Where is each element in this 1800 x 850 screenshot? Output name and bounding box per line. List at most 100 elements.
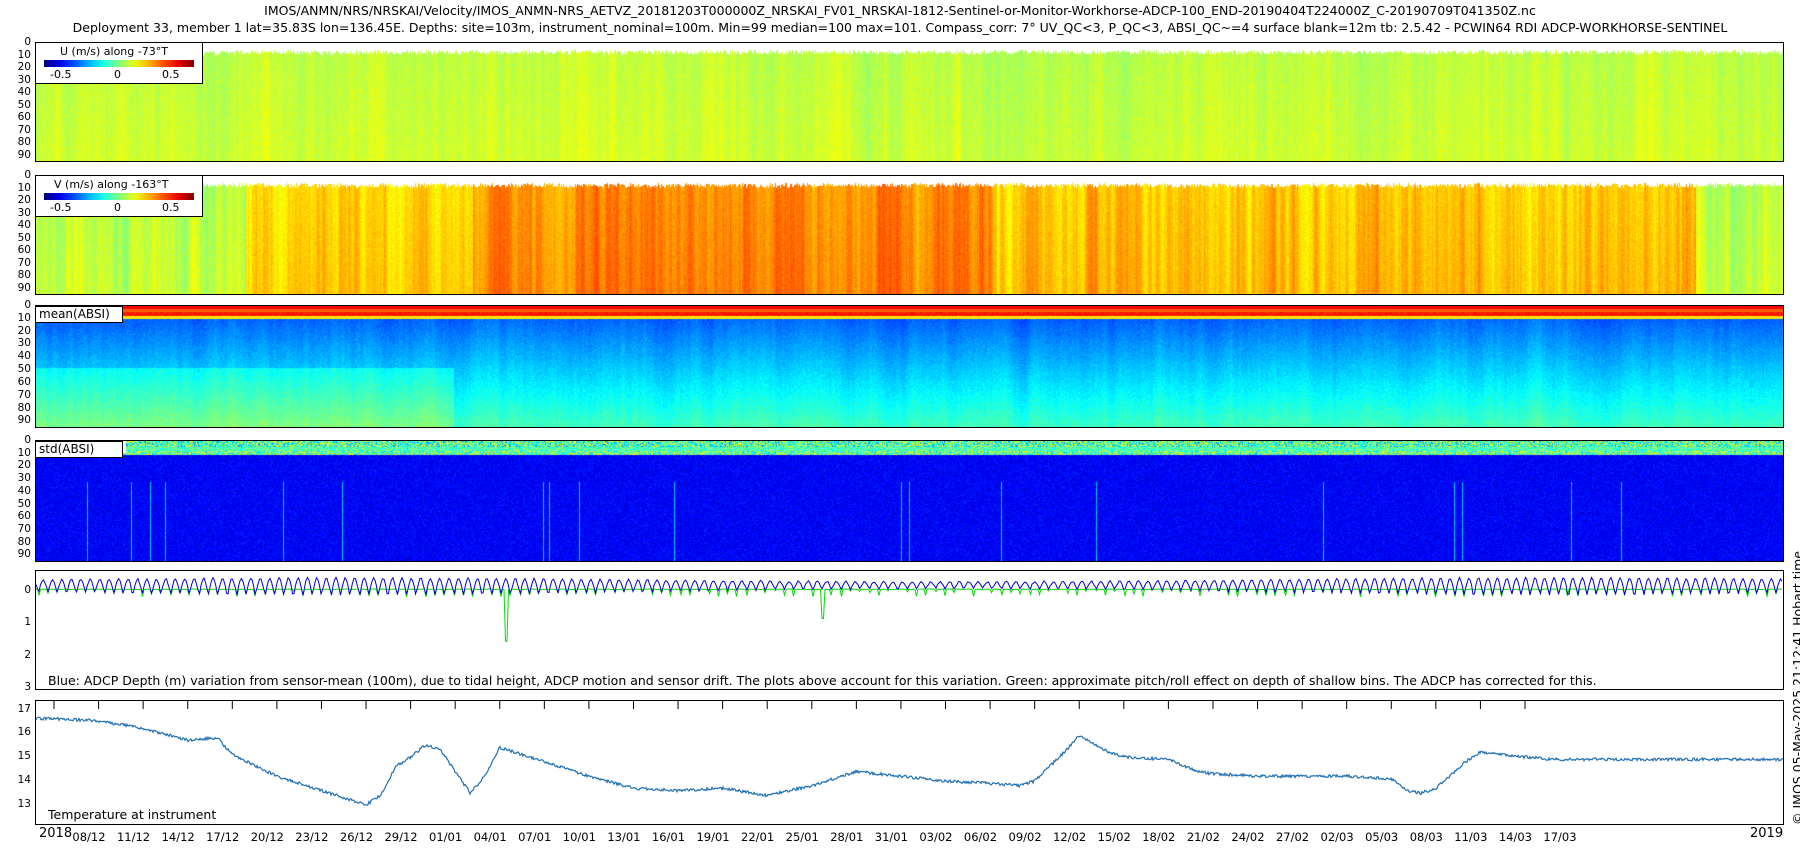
std-absi-heatmap: std(ABSI) — [35, 440, 1784, 562]
x-tick-label: 19/01 — [696, 830, 730, 844]
mean-absi-label-box: mean(ABSI) — [36, 306, 123, 323]
x-tick-label: 21/02 — [1186, 830, 1220, 844]
v-colorbar — [44, 193, 194, 200]
depth-tick-label: 30 — [17, 472, 31, 485]
depth-tick-label: 90 — [17, 548, 31, 561]
side-timestamp: © IMOS 05-May-2025 21:12:41 Hobart time — [1790, 550, 1800, 825]
depth-tick-label: 60 — [17, 244, 31, 256]
depth-tick-label: 30 — [17, 206, 31, 219]
depth-variation-plot: Blue: ADCP Depth (m) variation from sens… — [35, 570, 1784, 690]
depth-ytick-1: 1 — [24, 616, 31, 628]
x-tick-label: 10/01 — [562, 830, 596, 844]
figure-title-line-1: IMOS/ANMN/NRS/NRSKAI/Velocity/IMOS_ANMN-… — [264, 3, 1536, 18]
depth-tick-label: 40 — [17, 350, 31, 363]
depth-tick-label: 20 — [17, 324, 31, 337]
x-tick-label: 26/12 — [339, 830, 374, 844]
x-tick-label: 08/03 — [1409, 830, 1443, 844]
u-cb-tick-pos: 0.5 — [162, 68, 180, 81]
v-heatmap-canvas — [36, 176, 1783, 294]
temp-ytick-16: 16 — [17, 726, 31, 738]
depth-tick-label: 10 — [17, 181, 31, 194]
figure-title-line-2: Deployment 33, member 1 lat=35.83S lon=1… — [72, 20, 1728, 35]
x-tick-label: 06/02 — [963, 830, 998, 844]
x-tick-label: 11/03 — [1454, 830, 1488, 844]
temp-ytick-14: 14 — [17, 774, 31, 786]
std-absi-canvas — [36, 441, 1783, 561]
depth-tick-label: 50 — [17, 231, 31, 244]
x-tick-label: 04/01 — [473, 830, 507, 844]
depth-tick-label: 80 — [17, 136, 31, 148]
x-tick-label: 29/12 — [384, 830, 418, 844]
v-colorbar-label: V (m/s) along -163°T — [54, 178, 169, 191]
std-absi-label: std(ABSI) — [39, 442, 95, 456]
temperature-line — [36, 716, 1783, 807]
temperature-caption: Temperature at instrument — [48, 807, 217, 822]
depth-tick-label: 30 — [17, 337, 31, 350]
depth-tick-label: 50 — [17, 497, 31, 510]
u-colorbar-box: U (m/s) along -73°T -0.5 0 0.5 — [36, 43, 203, 84]
depth-tick-label: 70 — [17, 522, 31, 535]
v-colorbar-box: V (m/s) along -163°T -0.5 0 0.5 — [36, 176, 203, 217]
depth-ytick-3: 3 — [24, 681, 31, 693]
depth-tick-label: 70 — [17, 388, 31, 401]
x-tick-label: 14/03 — [1498, 830, 1532, 844]
x-tick-label: 27/02 — [1275, 830, 1310, 844]
depth-ytick-2: 2 — [24, 649, 31, 661]
u-velocity-heatmap: U (m/s) along -73°T -0.5 0 0.5 — [35, 42, 1784, 162]
temp-ytick-13: 13 — [17, 798, 31, 810]
x-tick-label: 08/12 — [72, 830, 106, 844]
u-heatmap-canvas — [36, 43, 1783, 161]
depth-tick-label: 90 — [17, 148, 31, 161]
x-tick-label: 22/01 — [741, 830, 775, 844]
depth-tick-label: 10 — [17, 446, 31, 459]
depth-tick-label: 50 — [17, 363, 31, 376]
x-tick-label: 31/01 — [874, 830, 908, 844]
v-cb-tick-neg: -0.5 — [50, 201, 72, 214]
depth-tick-label: 70 — [17, 123, 31, 136]
x-year-right: 2019 — [1750, 826, 1784, 841]
x-tick-label: 11/12 — [116, 830, 151, 844]
x-tick-label: 28/01 — [830, 830, 864, 844]
temperature-svg — [36, 701, 1783, 807]
depth-tick-label: 90 — [17, 281, 31, 294]
x-tick-label: 18/02 — [1142, 830, 1176, 844]
x-tick-label: 02/03 — [1320, 830, 1354, 844]
depth-tick-label: 70 — [17, 256, 31, 269]
depth-tick-label: 50 — [17, 98, 31, 111]
u-cb-tick-zero: 0 — [114, 68, 121, 81]
x-tick-label: 20/12 — [250, 830, 284, 844]
u-cb-tick-neg: -0.5 — [50, 68, 72, 81]
x-tick-label: 07/01 — [518, 830, 552, 844]
depth-tick-label: 80 — [17, 401, 31, 414]
depth-tick-label: 20 — [17, 459, 31, 472]
mean-absi-heatmap: mean(ABSI) — [35, 305, 1784, 428]
adcp-depth-line — [36, 576, 1783, 597]
v-cb-tick-pos: 0.5 — [162, 201, 180, 214]
x-tick-label: 17/03 — [1543, 830, 1577, 844]
u-colorbar-label: U (m/s) along -73°T — [60, 45, 168, 58]
pitch-roll-line — [36, 588, 1783, 642]
depth-tick-label: 60 — [17, 375, 31, 388]
depth-tick-label: 10 — [17, 311, 31, 324]
x-tick-label: 23/12 — [295, 830, 329, 844]
mean-absi-label: mean(ABSI) — [39, 307, 110, 321]
v-cb-tick-zero: 0 — [114, 201, 121, 214]
x-tick-label: 13/01 — [607, 830, 641, 844]
depth-tick-label: 20 — [17, 194, 31, 206]
depth-tick-label: 0 — [24, 299, 31, 311]
x-year-left: 2018 — [39, 826, 73, 841]
x-tick-label: 03/02 — [919, 830, 953, 844]
depth-tick-label: 60 — [17, 111, 31, 123]
std-absi-label-box: std(ABSI) — [36, 441, 123, 458]
depth-tick-label: 30 — [17, 73, 31, 86]
x-tick-label: 15/02 — [1097, 830, 1131, 844]
depth-tick-label: 80 — [17, 535, 31, 548]
x-tick-label: 05/03 — [1365, 830, 1399, 844]
depth-variation-svg — [36, 576, 1783, 642]
x-tick-label: 12/02 — [1053, 830, 1087, 844]
depth-tick-label: 40 — [17, 219, 31, 231]
x-tick-label: 24/02 — [1231, 830, 1265, 844]
depth-tick-label: 60 — [17, 510, 31, 523]
x-tick-label: 17/12 — [206, 830, 240, 844]
u-colorbar — [44, 60, 194, 67]
